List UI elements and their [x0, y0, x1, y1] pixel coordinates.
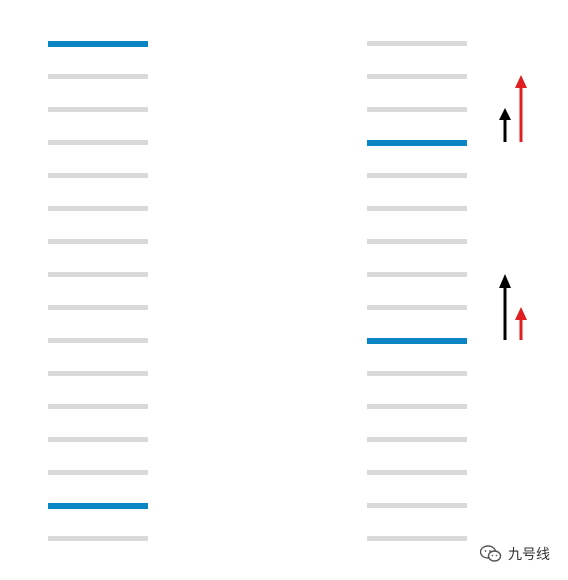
left-line [48, 173, 148, 178]
right-line [367, 404, 467, 409]
left-line [48, 206, 148, 211]
right-highlight-line [367, 337, 467, 344]
right-line [367, 272, 467, 277]
left-column [48, 0, 148, 580]
left-line [48, 107, 148, 112]
right-line [367, 371, 467, 376]
right-line [367, 173, 467, 178]
black-arrow-short [499, 108, 511, 142]
left-line [48, 239, 148, 244]
red-arrow-tall [515, 75, 527, 142]
watermark-text: 九号线 [508, 547, 550, 563]
right-line [367, 536, 467, 541]
right-line [367, 206, 467, 211]
left-line [48, 536, 148, 541]
right-line [367, 239, 467, 244]
wechat-icon [480, 545, 502, 563]
right-highlight-line [367, 139, 467, 146]
left-line [48, 371, 148, 376]
left-line [48, 272, 148, 277]
left-line [48, 74, 148, 79]
left-line [48, 338, 148, 343]
left-line [48, 140, 148, 145]
left-highlight-line [48, 502, 148, 509]
right-line [367, 503, 467, 508]
left-line [48, 470, 148, 475]
left-line [48, 305, 148, 310]
black-arrow-tall [499, 274, 511, 340]
arrow-group-2 [499, 274, 527, 340]
watermark: 九号线 [480, 544, 550, 564]
red-arrow-short [515, 307, 527, 340]
left-line [48, 437, 148, 442]
right-column [367, 0, 467, 580]
right-line [367, 41, 467, 46]
right-line [367, 74, 467, 79]
right-line [367, 470, 467, 475]
left-highlight-line [48, 40, 148, 47]
right-line [367, 107, 467, 112]
right-line [367, 305, 467, 310]
arrow-group-1 [499, 75, 527, 142]
left-line [48, 404, 148, 409]
right-line [367, 437, 467, 442]
